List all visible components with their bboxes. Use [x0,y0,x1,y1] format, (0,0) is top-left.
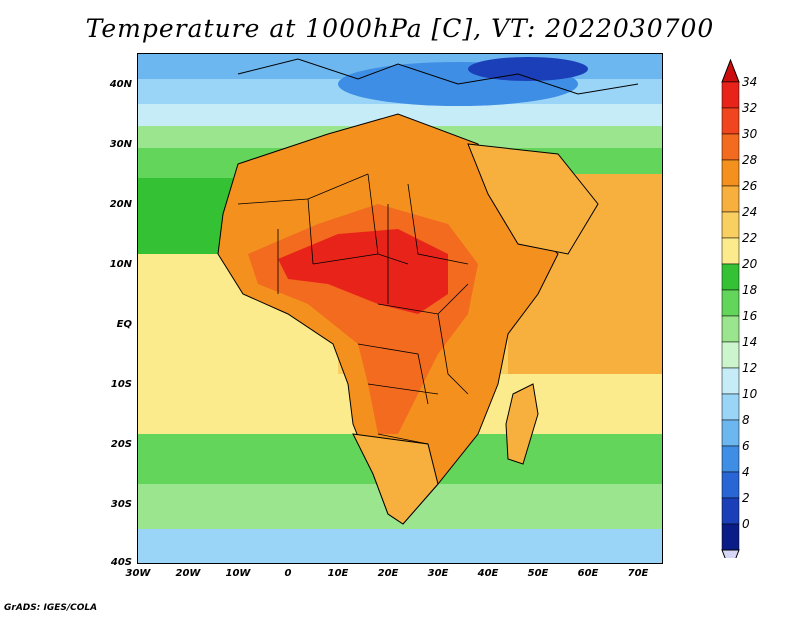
country-borders [237,173,469,445]
lon-label-20e: 20E [377,568,399,579]
colorbar-tick-label: 20 [742,257,758,271]
temperature-field [138,54,662,563]
south-band-4 [138,529,662,563]
colorbar-tick-label: 14 [742,335,758,349]
colorbar-over-triangle [721,58,740,83]
colorbar-segment [721,263,740,291]
lat-label-40s: 40S [110,557,132,568]
colorbar-segment [721,471,740,499]
lat-label-30s: 30S [110,499,132,510]
lon-label-40e: 40E [477,568,499,579]
colorbar-segment [721,419,740,447]
colorbar-tick-label: 26 [742,179,758,193]
lon-label-20w: 20W [175,568,201,579]
colorbar-segment [721,211,740,239]
europe-coast [237,58,639,95]
colorbar-tick-label: 24 [742,205,758,219]
colorbar-tick-label: 32 [742,101,758,115]
lat-label-20n: 20N [109,199,132,210]
lon-label-70e: 70E [627,568,649,579]
lon-label-10e: 10E [327,568,349,579]
colorbar-segment [721,497,740,525]
colorbar-tick-label: 18 [742,283,758,297]
madagascar [505,383,539,465]
colorbar-segment [721,133,740,161]
colorbar-segment [721,237,740,265]
colorbar-tick-label: 6 [742,439,750,453]
colorbar-tick-label: 16 [742,309,758,323]
colorbar-segment [721,159,740,187]
map-panel [137,53,663,564]
colorbar-segment [721,315,740,343]
credit-text: GrADS: IGES/COLA [4,603,98,613]
colorbar-tick-label: 0 [742,517,750,531]
colorbar-segment [721,341,740,369]
lat-label-20s: 20S [110,439,132,450]
hottest-core [278,229,448,314]
lon-label-30w: 30W [125,568,151,579]
colorbar-segment [721,289,740,317]
lon-label-10w: 10W [225,568,251,579]
lat-label-10n: 10N [109,259,132,270]
colorbar-tick-label: 30 [742,127,758,141]
colorbar-segment [721,393,740,421]
colorbar-tick-label: 28 [742,153,758,167]
colorbar-under-triangle [721,549,740,558]
colorbar [721,58,740,558]
lat-label-40n: 40N [109,79,132,90]
colorbar-tick-label: 2 [742,491,750,505]
lat-label-30n: 30N [109,139,132,150]
colorbar-segment [721,81,740,109]
colorbar-segment [721,185,740,213]
colorbar-tick-label: 34 [742,75,758,89]
lat-label-10s: 10S [110,379,132,390]
lon-label-60e: 60E [577,568,599,579]
lon-label-0: 0 [284,568,292,579]
lat-label-eq: EQ [116,319,132,330]
colorbar-tick-label: 4 [742,465,750,479]
lon-label-50e: 50E [527,568,549,579]
med-cold-core [468,57,588,81]
map-title: Temperature at 1000hPa [C], VT: 20220307… [85,14,715,43]
colorbar-segment [721,367,740,395]
colorbar-tick-label: 12 [742,361,758,375]
colorbar-segment [721,445,740,473]
colorbar-tick-label: 10 [742,387,758,401]
arabian-peninsula [467,143,599,255]
colorbar-tick-label: 8 [742,413,750,427]
lon-label-30e: 30E [427,568,449,579]
colorbar-segment [721,523,740,551]
colorbar-tick-label: 22 [742,231,758,245]
colorbar-segment [721,107,740,135]
